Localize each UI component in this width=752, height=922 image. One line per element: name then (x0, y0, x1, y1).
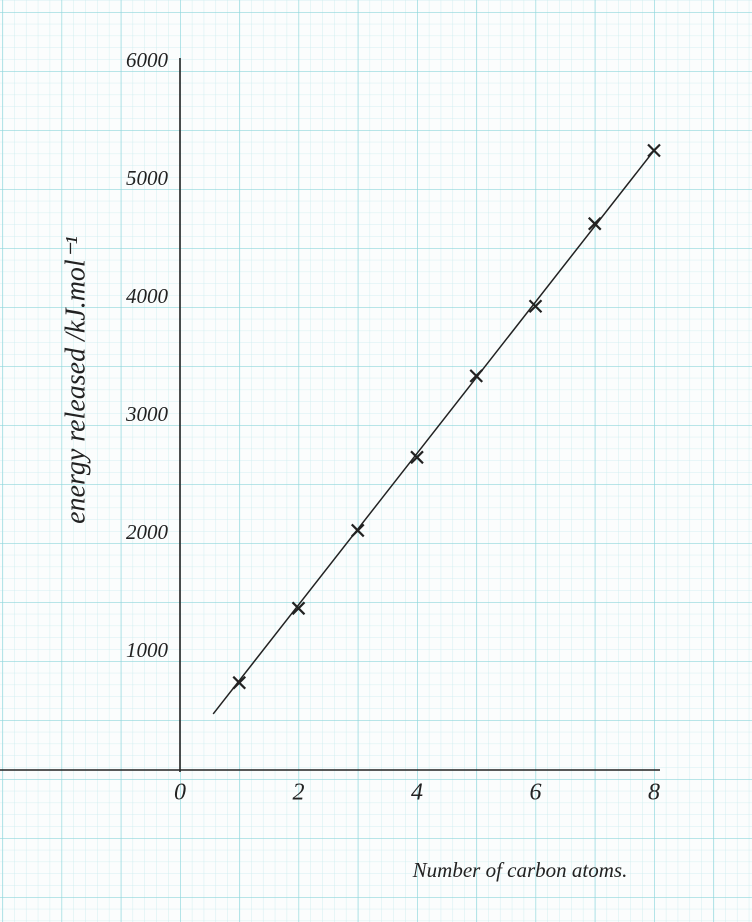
x-tick-label: 8 (648, 780, 660, 806)
y-tick-label: 4000 (126, 284, 169, 308)
y-tick-label: 6000 (126, 48, 169, 72)
data-point (410, 450, 424, 465)
data-point (587, 216, 602, 231)
y-axis-title: energy released /kJ.mol⁻¹ (60, 236, 91, 524)
data-point (232, 675, 247, 690)
y-tick-label: 2000 (126, 520, 169, 544)
y-tick-label: 1000 (126, 638, 169, 662)
x-tick-label: 0 (174, 780, 186, 806)
fit-line (212, 150, 655, 715)
y-tick-label: 3000 (125, 402, 169, 426)
x-tick-label: 6 (530, 780, 542, 806)
data-point (469, 369, 484, 383)
data-point (647, 143, 661, 158)
x-tick-label: 4 (411, 780, 423, 806)
x-axis-title: Number of carbon atoms. (412, 858, 628, 882)
y-tick-label: 5000 (126, 166, 169, 190)
data-point (350, 523, 365, 538)
data-point (528, 299, 543, 314)
x-tick-label: 2 (293, 780, 305, 806)
data-point (291, 601, 306, 616)
